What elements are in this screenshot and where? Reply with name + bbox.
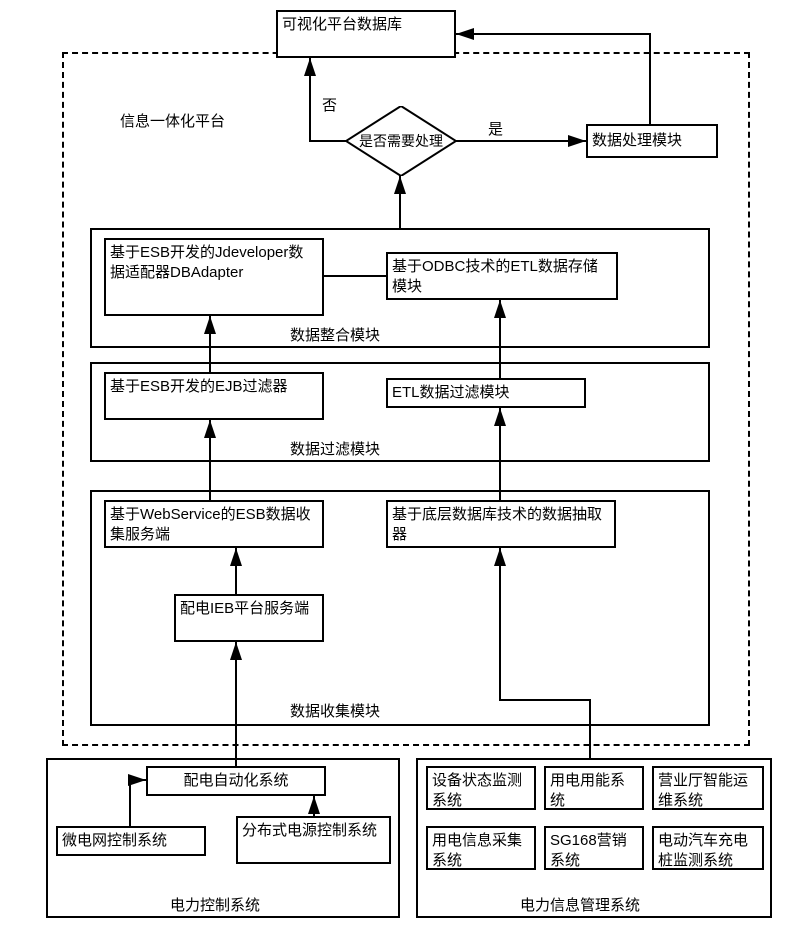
info-b2: 用电用能系统 [544, 766, 644, 810]
info-b4: 用电信息采集系统 [426, 826, 536, 870]
ctrl-right: 分布式电源控制系统 [236, 816, 391, 864]
visual-db: 可视化平台数据库 [276, 10, 456, 58]
collect-left-top-text: 基于WebService的ESB数据收集服务端 [110, 505, 318, 544]
info-b5: SG168营销系统 [544, 826, 644, 870]
decision-text: 是否需要处理 [346, 106, 456, 176]
decision-yes-label: 是 [488, 118, 503, 139]
info-b5-text: SG168营销系统 [550, 831, 638, 870]
integ-left: 基于ESB开发的Jdeveloper数据适配器DBAdapter [104, 238, 324, 316]
decision-diamond: 是否需要处理 [346, 106, 456, 176]
platform-label: 信息一体化平台 [120, 110, 225, 131]
info-b6: 电动汽车充电桩监测系统 [652, 826, 764, 870]
collect-left-bot-text: 配电IEB平台服务端 [180, 599, 309, 619]
collect-label: 数据收集模块 [290, 700, 380, 721]
integ-left-text: 基于ESB开发的Jdeveloper数据适配器DBAdapter [110, 243, 318, 282]
collect-right-text: 基于底层数据库技术的数据抽取器 [392, 505, 610, 544]
filter-left-text: 基于ESB开发的EJB过滤器 [110, 377, 288, 397]
info-b3: 营业厅智能运维系统 [652, 766, 764, 810]
info-b4-text: 用电信息采集系统 [432, 831, 530, 870]
ctrl-top-text: 配电自动化系统 [183, 771, 288, 791]
filter-right: ETL数据过滤模块 [386, 378, 586, 408]
integ-right-text: 基于ODBC技术的ETL数据存储模块 [392, 257, 612, 296]
data-proc-module: 数据处理模块 [586, 124, 718, 158]
info-label: 电力信息管理系统 [520, 894, 640, 915]
data-proc-text: 数据处理模块 [592, 131, 682, 151]
collect-left-top: 基于WebService的ESB数据收集服务端 [104, 500, 324, 548]
filter-label: 数据过滤模块 [290, 438, 380, 459]
filter-right-text: ETL数据过滤模块 [392, 383, 510, 403]
collect-right: 基于底层数据库技术的数据抽取器 [386, 500, 616, 548]
integ-label: 数据整合模块 [290, 324, 380, 345]
info-b2-text: 用电用能系统 [550, 771, 638, 810]
collect-left-bot: 配电IEB平台服务端 [174, 594, 324, 642]
info-b1: 设备状态监测系统 [426, 766, 536, 810]
info-b6-text: 电动汽车充电桩监测系统 [658, 831, 758, 870]
ctrl-top: 配电自动化系统 [146, 766, 326, 796]
filter-left: 基于ESB开发的EJB过滤器 [104, 372, 324, 420]
info-b3-text: 营业厅智能运维系统 [658, 771, 758, 810]
info-b1-text: 设备状态监测系统 [432, 771, 530, 810]
decision-no-label: 否 [322, 94, 337, 115]
ctrl-left: 微电网控制系统 [56, 826, 206, 856]
ctrl-left-text: 微电网控制系统 [62, 831, 167, 851]
ctrl-right-text: 分布式电源控制系统 [242, 821, 377, 841]
integ-right: 基于ODBC技术的ETL数据存储模块 [386, 252, 618, 300]
ctrl-label: 电力控制系统 [170, 894, 260, 915]
visual-db-text: 可视化平台数据库 [282, 15, 402, 35]
